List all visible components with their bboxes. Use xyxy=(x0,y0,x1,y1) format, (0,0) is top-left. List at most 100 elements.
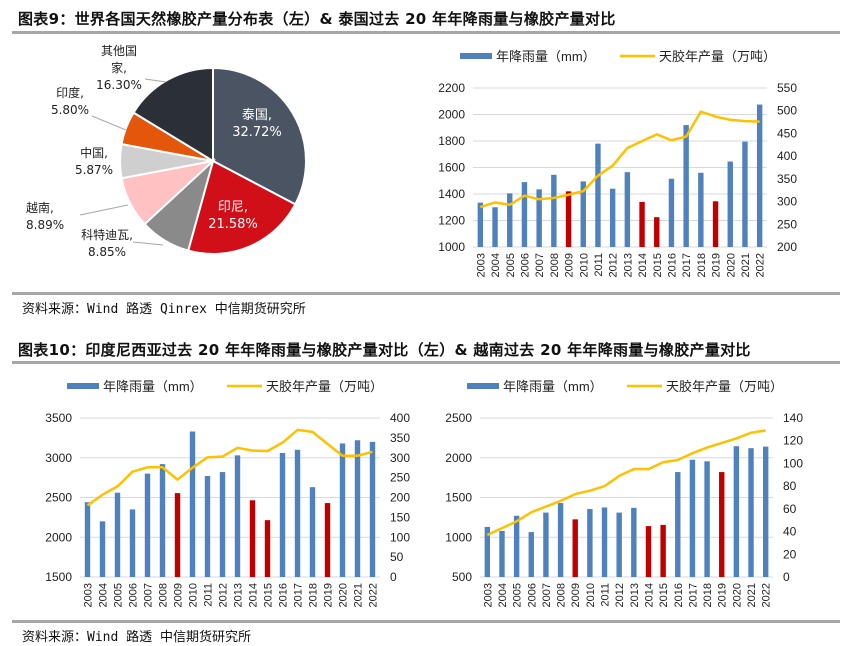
legend-label-rainfall: 年降雨量（mm） xyxy=(496,49,596,64)
y-right-tick-label: 0 xyxy=(390,570,397,584)
production-line xyxy=(479,110,760,209)
x-tick-label: 2003 xyxy=(83,583,95,607)
x-tick-label: 2021 xyxy=(353,583,365,607)
pie-slice xyxy=(212,66,307,206)
pie-label-vietnam: 越南, 8.89% xyxy=(26,201,65,232)
x-tick-label: 2006 xyxy=(519,253,531,277)
legend-label-rainfall: 年降雨量（mm） xyxy=(503,379,603,394)
x-tick-label: 2014 xyxy=(248,583,260,607)
rainfall-bar xyxy=(369,441,376,577)
rainfall-bar xyxy=(84,502,91,577)
rainfall-bar xyxy=(309,487,316,577)
y-left-tick-label: 2500 xyxy=(45,491,72,505)
x-tick-label: 2007 xyxy=(541,583,553,607)
rainfall-bar xyxy=(249,500,256,577)
x-tick-label: 2015 xyxy=(658,583,670,607)
pie-label-indonesia: 印尼, 21.58% xyxy=(208,200,258,232)
x-tick-label: 2009 xyxy=(564,253,576,277)
pie-slice xyxy=(132,66,214,163)
x-tick-label: 2021 xyxy=(746,583,758,607)
y-left-tick-label: 1500 xyxy=(45,570,72,584)
x-tick-label: 2018 xyxy=(702,583,714,607)
x-tick-label: 2018 xyxy=(308,583,320,607)
y-right-tick-label: 250 xyxy=(390,471,410,485)
rainfall-bar xyxy=(543,512,549,577)
pie-label-others: 其他国家, 16.30% xyxy=(96,44,142,92)
rainfall-bar xyxy=(507,193,513,247)
rainfall-bar xyxy=(654,217,660,247)
rainfall-bar xyxy=(294,449,301,577)
rainfall-bar xyxy=(129,509,136,577)
figure10-source: 资料来源：Wind 路透 中信期货研究所 xyxy=(22,630,251,645)
x-tick-label: 2019 xyxy=(323,583,335,607)
y-right-tick-label: 400 xyxy=(390,411,410,425)
source-divider xyxy=(12,292,840,295)
rainfall-bar xyxy=(551,174,557,247)
figure9-title: 图表9：世界各国天然橡胶产量分布表（左）& 泰国过去 20 年年降雨量与橡胶产量… xyxy=(18,10,616,28)
y-left-tick-label: 1400 xyxy=(438,187,465,201)
y-left-tick-label: 2000 xyxy=(438,108,465,122)
x-tick-label: 2013 xyxy=(629,583,641,607)
y-right-tick-label: 60 xyxy=(783,502,797,516)
rainfall-bar xyxy=(159,464,166,577)
rainfall-bar xyxy=(279,452,286,577)
rainfall-bar xyxy=(704,461,710,577)
leader-line xyxy=(144,78,167,83)
title-divider xyxy=(12,361,840,364)
figure10-title: 图表10：印度尼西亚过去 20 年年降雨量与橡胶产量对比（左）& 越南过去 20… xyxy=(18,341,751,359)
rainfall-bar xyxy=(174,493,181,577)
rainfall-bar xyxy=(99,521,106,577)
indonesia-rainfall-production-chart: 年降雨量（mm） 天胶年产量（万吨） 1500 2000 2500 3000 3500 0 50… xyxy=(45,379,410,607)
rainfall-bar xyxy=(339,443,346,577)
legend-swatch-rainfall xyxy=(67,383,99,389)
rainfall-bar xyxy=(756,104,763,247)
y-right-tick-label: 450 xyxy=(777,126,797,140)
x-tick-label: 2005 xyxy=(113,583,125,607)
y-right-tick-label: 150 xyxy=(390,510,410,524)
x-tick-label: 2010 xyxy=(578,253,590,277)
x-tick-label: 2004 xyxy=(497,583,509,607)
rainfall-bar xyxy=(557,503,564,577)
y-left-tick-label: 2200 xyxy=(438,81,465,95)
rainfall-bar xyxy=(536,189,542,247)
y-left-tick-label: 1000 xyxy=(438,240,465,254)
legend-label-production: 天胶年产量（万吨） xyxy=(266,379,383,394)
rainfall-bar xyxy=(609,188,616,247)
y-right-tick-label: 100 xyxy=(783,456,803,470)
x-tick-label: 2006 xyxy=(526,583,538,607)
x-tick-label: 2021 xyxy=(740,253,752,277)
pie-label-india: 印度, 5.80% xyxy=(50,86,90,117)
x-tick-label: 2017 xyxy=(687,583,699,607)
y-left-tick-label: 1800 xyxy=(438,134,465,148)
x-tick-label: 2011 xyxy=(203,583,215,607)
x-tick-label: 2015 xyxy=(263,583,275,607)
pie-chart-rubber-production-share xyxy=(79,66,307,255)
pie-label-cote-divoire: 科特迪瓦, 8.85% xyxy=(81,228,133,259)
rainfall-bar xyxy=(144,473,151,577)
source-divider xyxy=(12,620,840,623)
x-tick-label: 2022 xyxy=(368,583,380,607)
x-tick-label: 2004 xyxy=(98,583,110,607)
x-tick-label: 2020 xyxy=(338,583,350,607)
y-right-tick-label: 0 xyxy=(783,570,790,584)
rainfall-bar xyxy=(601,507,608,577)
leader-line xyxy=(79,204,129,216)
rainfall-bar xyxy=(660,524,666,577)
y-right-tick-label: 250 xyxy=(777,217,797,231)
x-tick-label: 2012 xyxy=(218,583,230,607)
x-tick-label: 2003 xyxy=(475,253,487,277)
rainfall-bar xyxy=(499,530,505,577)
y-right-tick-label: 350 xyxy=(777,172,797,186)
x-tick-label: 2004 xyxy=(490,253,502,277)
y-left-tick-label: 2000 xyxy=(445,451,472,465)
rainfall-bar xyxy=(698,172,704,247)
x-tick-label: 2014 xyxy=(637,253,649,277)
pie-slice xyxy=(186,159,297,255)
rainfall-bar xyxy=(354,440,361,577)
y-left-tick-label: 1200 xyxy=(438,214,465,228)
rainfall-bar xyxy=(595,143,601,247)
x-tick-label: 2005 xyxy=(505,253,517,277)
x-tick-label: 2019 xyxy=(711,253,723,277)
x-tick-label: 2012 xyxy=(608,253,620,277)
rainfall-bar xyxy=(528,532,534,577)
